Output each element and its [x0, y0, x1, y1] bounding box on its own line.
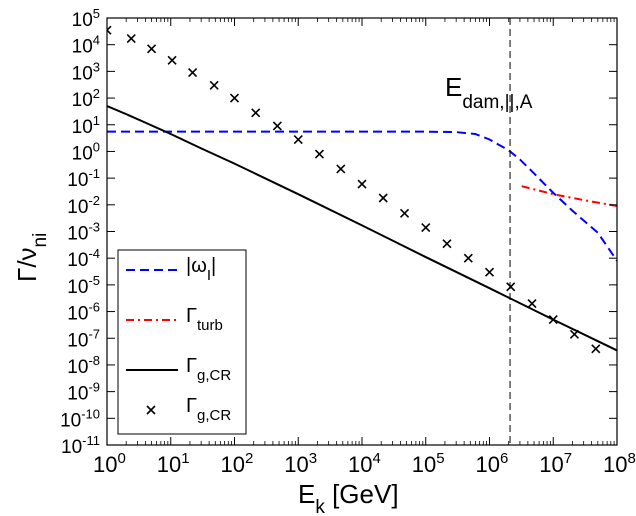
vertical-line-layer: Edam,||,A — [445, 18, 533, 445]
x-marker — [548, 315, 558, 325]
series-line-1 — [521, 185, 617, 208]
y-tick-label: 10-9 — [67, 380, 100, 405]
x-marker — [399, 208, 410, 218]
x-marker — [357, 179, 367, 189]
x-marker — [442, 239, 452, 249]
y-tick-label: 10-1 — [67, 166, 100, 191]
legend-label: Γturb — [186, 305, 223, 334]
y-tick-label: 10-4 — [67, 246, 100, 271]
y-tick-label: 10-10 — [60, 406, 100, 431]
y-tick-label: 10-8 — [67, 353, 100, 378]
y-tick-label: 10-5 — [67, 273, 100, 298]
y-tick-label: 102 — [72, 86, 100, 111]
x-marker — [167, 55, 177, 65]
x-tick-label: 102 — [221, 450, 254, 477]
x-marker — [527, 298, 537, 309]
x-marker — [293, 134, 303, 145]
legend-marker — [146, 405, 156, 415]
legend-label: Γg,CR — [186, 395, 231, 424]
x-marker — [272, 121, 282, 131]
series-layer — [107, 25, 617, 354]
x-marker — [569, 329, 580, 339]
x-marker — [421, 223, 431, 233]
x-marker — [146, 44, 157, 54]
x-marker — [463, 253, 473, 263]
legend-box — [117, 249, 247, 435]
dampening-energy-label: Edam,||,A — [445, 72, 533, 113]
x-marker — [209, 80, 219, 90]
y-tick-label: 100 — [72, 139, 100, 164]
x-marker — [336, 164, 346, 174]
x-tick-label: 108 — [603, 450, 636, 477]
x-tick-label: 105 — [412, 450, 445, 477]
y-tick-label: 10-6 — [67, 300, 100, 325]
y-tick-label: 10-11 — [61, 433, 100, 458]
y-tick-label: 10-3 — [67, 220, 100, 245]
axes — [106, 17, 618, 446]
series-line-0 — [107, 130, 617, 262]
x-marker — [484, 267, 495, 277]
tick-labels: 100 101 102 103 104 105 106 107 1081051041031021… — [60, 6, 636, 477]
plot-clip-area — [107, 25, 617, 354]
y-tick-label: 105 — [72, 6, 100, 31]
x-tick-label: 101 — [157, 450, 190, 477]
y-tick-label: 104 — [72, 33, 100, 58]
x-tick-label: 107 — [539, 450, 572, 477]
y-tick-label: 103 — [72, 59, 100, 84]
x-marker — [107, 25, 112, 35]
x-marker — [591, 344, 601, 354]
y-tick-label: 101 — [72, 113, 100, 138]
x-marker — [378, 193, 388, 203]
x-axis-label: Ek [GeV] — [298, 479, 399, 516]
legend: |ωI| Γturb Γg,CR Γg,CR — [117, 249, 247, 435]
legend-label: |ωI| — [186, 255, 216, 284]
x-tick-label: 104 — [348, 450, 381, 477]
y-tick-label: 10-2 — [67, 193, 100, 218]
x-marker — [506, 282, 516, 292]
axis-labels: Ek [GeV] Γ/νni — [12, 233, 399, 516]
series-line-2 — [107, 105, 617, 352]
x-marker — [314, 149, 325, 159]
series-markers-gcr — [107, 25, 601, 354]
x-marker — [126, 33, 136, 44]
legend-label: Γg,CR — [186, 355, 231, 384]
x-marker — [188, 68, 198, 78]
x-tick-label: 100 — [93, 450, 126, 477]
x-marker — [251, 108, 261, 118]
y-tick-label: 10-7 — [67, 326, 100, 351]
x-tick-label: 106 — [476, 450, 509, 477]
y-axis-label: Γ/νni — [12, 233, 51, 282]
x-tick-label: 103 — [284, 450, 317, 477]
x-marker — [229, 93, 240, 103]
